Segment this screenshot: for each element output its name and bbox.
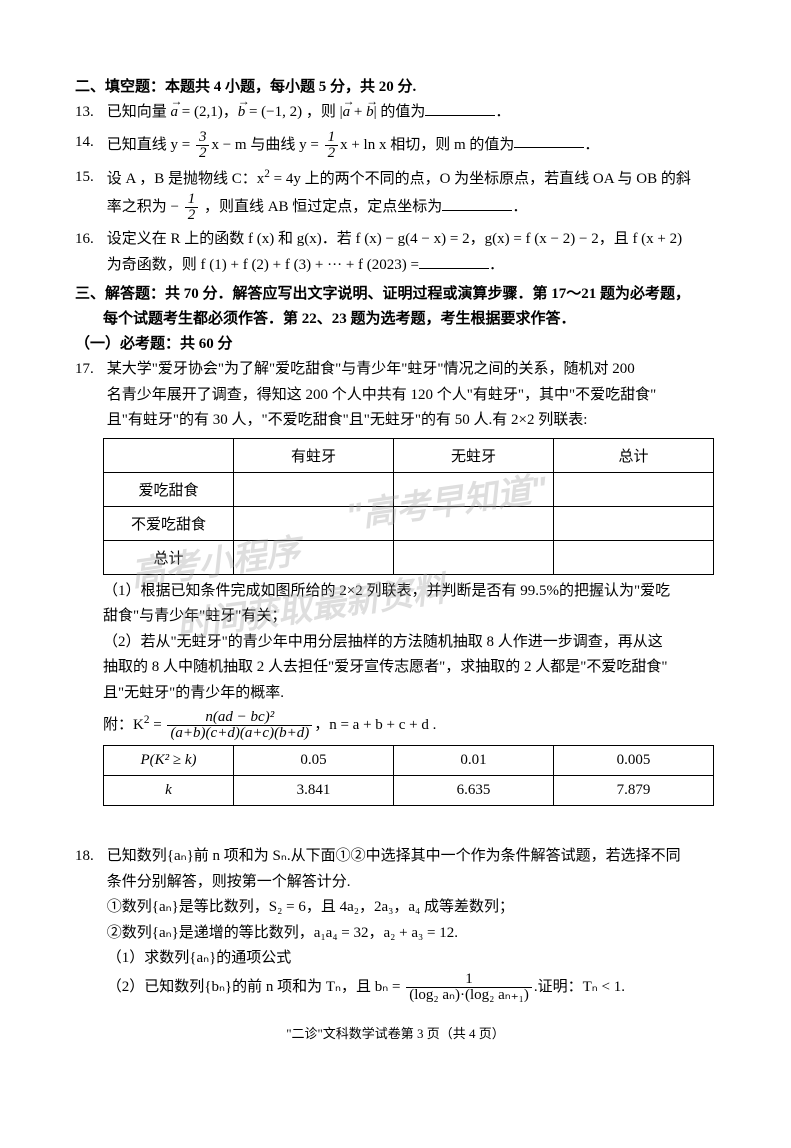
table-header: 无蛀牙 [394,438,554,472]
fraction: 12 [185,192,199,223]
vector-b: b [366,100,374,126]
question-14: 14. 已知直线 y = 32x − m 与曲线 y = 12x + ln x … [75,130,716,161]
table-cell [394,540,554,574]
fraction: 1(log₂ aₙ)·(log₂ aₙ₊₁) [406,972,532,1003]
table-cell: 总计 [104,540,234,574]
q-num: 16. [75,227,103,253]
table-cell [394,506,554,540]
question-18: 18. 已知数列{aₙ}前 n 项和为 Sₙ.从下面①②中选择其中一个作为条件解… [75,844,716,1003]
text: 设定义在 R 上的函数 f (x) 和 g(x)．若 f (x) − g(4 −… [107,231,682,247]
blank [425,101,495,116]
text: 已知向量 [107,104,171,120]
question-17: 17. 某大学"爱牙协会"为了解"爱吃甜食"与青少年"蛀牙"情况之间的关系，随机… [75,357,716,434]
fraction: 12 [325,130,339,161]
text: ②数列{aₙ}是递增的等比数列，a₁a₄ = 32，a₂ + a₃ = 12. [107,925,458,941]
text: 设 A ，B 是抛物线 C：x [107,171,265,187]
text: （1）求数列{aₙ}的通项公式 [107,950,292,966]
table-cell: P(K² ≥ k) [104,746,234,776]
q17-formula: 附：K2 = n(ad − bc)²(a+b)(c+d)(a+c)(b+d)，n… [103,710,716,741]
blank [514,133,584,148]
text: （2）若从"无蛀牙"的青少年中用分层抽样的方法随机抽取 8 人作进一步调查，再从… [103,634,663,650]
vector-b: b [238,100,246,126]
text: 为奇函数，则 f (1) + f (2) + f (3) + ··· + f (… [107,257,419,273]
section-3-sub1: （一）必考题：共 60 分 [75,332,716,353]
table-header: 总计 [554,438,714,472]
text: ①数列{aₙ}是等比数列，S₂ = 6，且 4a₂，2a₃，a₄ 成等差数列； [107,899,514,915]
table-cell [234,540,394,574]
table-cell [394,472,554,506]
q-num: 14. [75,130,103,156]
table-header [104,438,234,472]
text: （2）已知数列{bₙ}的前 n 项和为 Tₙ，且 bₙ = [107,978,404,994]
fraction: n(ad − bc)²(a+b)(c+d)(a+c)(b+d) [167,710,312,741]
text: ，n = a + b + c + d . [314,717,436,733]
text: = (−1, 2) ，则 [245,104,339,120]
fraction: 32 [196,130,210,161]
text: = 4y 上的两个不同的点，O 为坐标原点，若直线 OA 与 OB 的斜 [270,171,691,187]
q-num: 18. [75,844,103,870]
text: 且"无蛀牙"的青少年的概率. [103,685,284,701]
table-cell: 不爱吃甜食 [104,506,234,540]
q-num: 13. [75,100,103,126]
q17-sub1: （1）根据已知条件完成如图所给的 2×2 列联表，并判断是否有 99.5%的把握… [103,579,716,707]
text: .证明：Tₙ < 1. [534,978,625,994]
text: 已知直线 y = [107,136,194,152]
text: ，则直线 AB 恒过定点，定点坐标为 [200,199,442,215]
text: 已知数列{aₙ}前 n 项和为 Sₙ.从下面①②中选择其中一个作为条件解答试题，… [107,848,681,864]
text: 名青少年展开了调查，得知这 200 个人中共有 120 个人"有蛀牙"，其中"不… [107,387,657,403]
text: = (2,1)， [178,104,238,120]
question-13: 13. 已知向量 a = (2,1)，b = (−1, 2) ，则 |a + b… [75,100,716,126]
text: 附：K [103,717,144,733]
table-cell [234,506,394,540]
text: 率之积为 − [107,199,183,215]
table-cell: 爱吃甜食 [104,472,234,506]
contingency-table: 有蛀牙 无蛀牙 总计 爱吃甜食 不爱吃甜食 总计 [103,438,714,575]
table-cell: 6.635 [394,776,554,806]
table-cell: 3.841 [234,776,394,806]
vector-a: a [171,100,179,126]
text: 条件分别解答，则按第一个解答计分. [107,874,351,890]
text: 抽取的 8 人中随机抽取 2 人去担任"爱牙宣传志愿者"，求抽取的 2 人都是"… [103,659,668,675]
table-cell: 0.01 [394,746,554,776]
table-cell: 7.879 [554,776,714,806]
table-cell: 0.005 [554,746,714,776]
blank [442,196,512,211]
text: （1）根据已知条件完成如图所给的 2×2 列联表，并判断是否有 99.5%的把握… [103,583,670,599]
q-num: 17. [75,357,103,383]
section-3-header: 三、解答题：共 70 分．解答应写出文字说明、证明过程或演算步骤．第 17～21… [75,282,716,303]
question-15: 15. 设 A ，B 是抛物线 C：x2 = 4y 上的两个不同的点，O 为坐标… [75,165,716,224]
table-cell [554,540,714,574]
text: x + ln x 相切，则 m 的值为 [340,136,514,152]
table-cell [554,506,714,540]
table-cell [234,472,394,506]
page-footer: "二诊"文科数学试卷第 3 页（共 4 页） [75,1023,716,1042]
q-num: 15. [75,165,103,191]
text: 的值为 [377,104,426,120]
question-16: 16. 设定义在 R 上的函数 f (x) 和 g(x)．若 f (x) − g… [75,227,716,278]
text: x − m 与曲线 y = [211,136,322,152]
section-3-header-2: 每个试题考生都必须作答．第 22、23 题为选考题，考生根据要求作答． [103,307,716,328]
table-cell: 0.05 [234,746,394,776]
vector-a: a [343,100,351,126]
text: 某大学"爱牙协会"为了解"爱吃甜食"与青少年"蛀牙"情况之间的关系，随机对 20… [107,361,635,377]
table-cell [554,472,714,506]
text: 且"有蛀牙"的有 30 人，"不爱吃甜食"且"无蛀牙"的有 50 人.有 2×2… [107,412,588,428]
table-header: 有蛀牙 [234,438,394,472]
text: 甜食"与青少年"蛀牙"有关； [103,608,286,624]
table-cell: k [104,776,234,806]
k-table: P(K² ≥ k) 0.05 0.01 0.005 k 3.841 6.635 … [103,745,714,806]
text: = [149,717,165,733]
blank [419,254,489,269]
